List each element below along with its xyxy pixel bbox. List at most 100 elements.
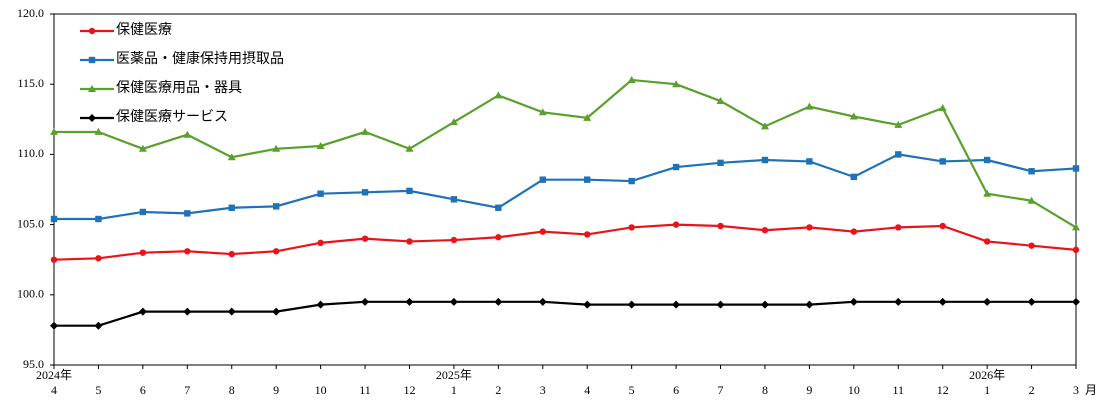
data-point	[94, 127, 103, 135]
data-point	[50, 256, 58, 263]
data-point	[361, 235, 369, 242]
legend-label: 保健医療	[116, 21, 172, 38]
data-point	[95, 255, 102, 262]
data-point	[938, 104, 947, 112]
data-point	[983, 297, 992, 306]
data-point	[760, 122, 769, 130]
data-point	[806, 224, 813, 231]
data-point	[850, 228, 858, 235]
data-point	[183, 307, 192, 316]
data-point	[272, 203, 280, 210]
data-point	[405, 144, 414, 152]
x-tick-label: 6	[673, 383, 679, 397]
data-point	[228, 250, 235, 258]
data-point	[1072, 165, 1080, 172]
data-point	[449, 297, 458, 306]
data-point	[361, 189, 369, 196]
data-point	[983, 189, 992, 197]
data-point	[184, 210, 191, 217]
x-tick-label: 8	[762, 383, 768, 397]
data-point	[583, 113, 592, 121]
legend-marker	[88, 27, 96, 35]
data-point	[316, 141, 325, 149]
plot-frame	[53, 13, 1077, 366]
data-point	[849, 297, 858, 306]
data-point	[405, 297, 414, 306]
x-tick-label: 9	[806, 383, 812, 397]
data-point	[495, 204, 502, 211]
legend-label: 医薬品・健康保持用摂取品	[116, 50, 284, 67]
y-tick-label: 100.0	[17, 287, 44, 301]
data-point	[583, 300, 592, 309]
series-line	[54, 153, 1077, 221]
data-point	[627, 75, 636, 83]
data-point	[317, 239, 324, 247]
data-point	[584, 231, 591, 238]
data-point	[450, 196, 458, 203]
data-point	[672, 163, 680, 171]
data-point	[538, 297, 547, 306]
data-point	[494, 91, 503, 99]
series-line	[54, 300, 1076, 327]
data-point	[94, 321, 103, 330]
x-tick-label: 11	[892, 383, 904, 397]
data-point	[539, 228, 546, 235]
data-point	[983, 238, 991, 245]
data-point	[1028, 168, 1035, 175]
data-point	[449, 118, 458, 126]
data-point	[584, 176, 591, 183]
x-tick-label: 5	[95, 383, 101, 397]
data-point	[272, 307, 281, 316]
y-tick-label: 105.0	[17, 216, 44, 230]
x-tick-label: 10	[315, 383, 327, 397]
data-point	[939, 158, 946, 165]
data-point	[494, 297, 503, 306]
data-point	[1072, 223, 1080, 231]
data-point	[672, 300, 681, 309]
data-point	[628, 177, 635, 185]
series-line	[53, 223, 1077, 261]
x-tick-label: 6	[140, 383, 146, 397]
data-point	[361, 127, 370, 135]
legend-label: 保健医療サービス	[116, 108, 228, 125]
x-tick-label: 4	[51, 383, 57, 397]
data-point	[1027, 196, 1036, 204]
x-unit: 月	[1085, 383, 1097, 397]
x-tick-label: 3	[540, 383, 546, 397]
data-point	[184, 248, 191, 255]
data-point	[672, 221, 680, 228]
data-point	[672, 80, 681, 88]
data-point	[761, 227, 769, 234]
x-tick-label: 2	[495, 383, 501, 397]
data-point	[938, 297, 947, 306]
data-point	[139, 208, 147, 216]
data-point	[361, 297, 370, 306]
data-point	[895, 151, 902, 158]
x-year-label: 2024年	[36, 368, 72, 382]
data-point	[717, 159, 724, 167]
x-tick-label: 4	[584, 383, 590, 397]
legend-label: 保健医療用品・器具	[116, 79, 242, 96]
legend-marker	[88, 56, 96, 64]
data-point	[717, 222, 724, 230]
x-year-label: 2025年	[436, 368, 472, 382]
data-point	[139, 249, 147, 256]
data-point	[227, 307, 236, 316]
x-tick-label: 2	[1029, 383, 1035, 397]
data-point	[316, 300, 325, 309]
data-point	[539, 176, 546, 183]
data-point	[50, 127, 58, 135]
x-tick-label: 8	[229, 383, 235, 397]
data-point	[272, 248, 280, 255]
data-point	[317, 190, 324, 197]
x-tick-label: 11	[359, 383, 371, 397]
x-tick-label: 5	[629, 383, 635, 397]
data-point	[895, 224, 902, 231]
data-point	[50, 321, 58, 330]
data-point	[849, 112, 858, 120]
data-point	[628, 224, 635, 231]
x-tick-label: 3	[1073, 383, 1079, 397]
data-point	[228, 204, 235, 211]
data-point	[538, 108, 547, 116]
